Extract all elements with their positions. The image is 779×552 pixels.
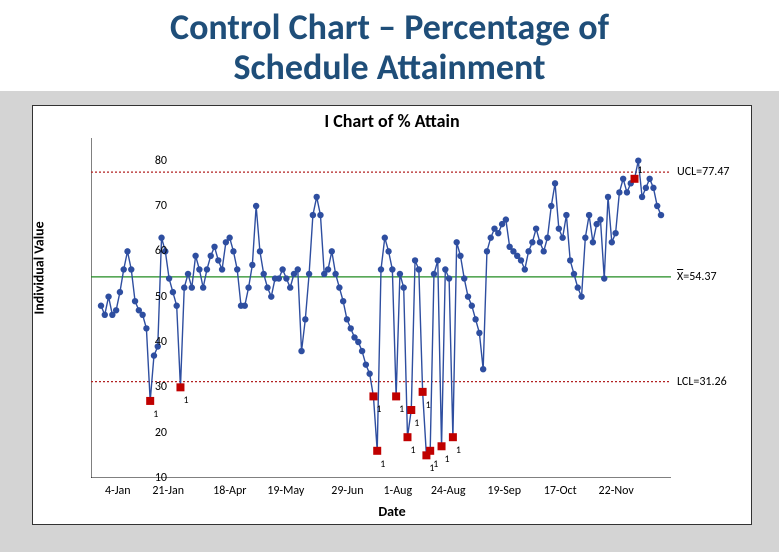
x-tick-label: 19-Sep bbox=[487, 484, 521, 498]
chart-container: I Chart of % Attain Individual Value 102… bbox=[32, 105, 752, 525]
slide-header: Control Chart – Percentage of Schedule A… bbox=[0, 0, 779, 91]
x-tick-label: 18-Apr bbox=[213, 484, 246, 498]
outlier-label: 1 bbox=[456, 443, 461, 456]
outlier-label: 1 bbox=[380, 457, 385, 470]
x-tick-label: 24-Aug bbox=[431, 484, 466, 498]
outlier-label: 1 bbox=[638, 163, 643, 176]
outlier-label: 1 bbox=[426, 398, 431, 411]
x-tick-label: 19-May bbox=[267, 484, 304, 498]
outlier-label: 1 bbox=[399, 402, 404, 415]
outlier-label: 1 bbox=[433, 457, 438, 470]
chart-svg bbox=[91, 138, 671, 478]
outlier-label: 1 bbox=[445, 452, 450, 465]
x-tick-label: 21-Jan bbox=[152, 484, 184, 498]
center-label: X=54.37 bbox=[677, 270, 717, 284]
outlier-label: 1 bbox=[153, 407, 158, 420]
plot-area bbox=[91, 138, 671, 478]
ucl-label: UCL=77.47 bbox=[677, 165, 729, 179]
y-tick-label: 80 bbox=[137, 154, 167, 168]
x-tick-label: 22-Nov bbox=[599, 484, 634, 498]
x-axis-label: Date bbox=[378, 503, 405, 520]
outlier-label: 1 bbox=[414, 416, 419, 429]
y-tick-label: 50 bbox=[137, 290, 167, 304]
x-tick-label: 17-Oct bbox=[544, 484, 577, 498]
outlier-label: 1 bbox=[183, 393, 188, 406]
outlier-label: 1 bbox=[410, 443, 415, 456]
y-tick-label: 20 bbox=[137, 426, 167, 440]
x-tick-label: 1-Aug bbox=[383, 484, 412, 498]
y-tick-label: 40 bbox=[137, 335, 167, 349]
title-line1: Control Chart – Percentage of bbox=[170, 5, 609, 49]
chart-title: I Chart of % Attain bbox=[33, 106, 751, 132]
y-tick-label: 70 bbox=[137, 199, 167, 213]
y-tick-label: 60 bbox=[137, 244, 167, 258]
y-tick-label: 30 bbox=[137, 380, 167, 394]
outlier-label: 1 bbox=[376, 402, 381, 415]
title-line2: Schedule Attainment bbox=[233, 45, 545, 89]
x-tick-label: 4-Jan bbox=[105, 484, 131, 498]
slide-title: Control Chart – Percentage of Schedule A… bbox=[0, 8, 779, 87]
x-tick-label: 29-Jun bbox=[331, 484, 363, 498]
y-tick-label: 10 bbox=[137, 471, 167, 485]
y-axis-label: Individual Value bbox=[31, 221, 48, 314]
lcl-label: LCL=31.26 bbox=[677, 375, 727, 389]
